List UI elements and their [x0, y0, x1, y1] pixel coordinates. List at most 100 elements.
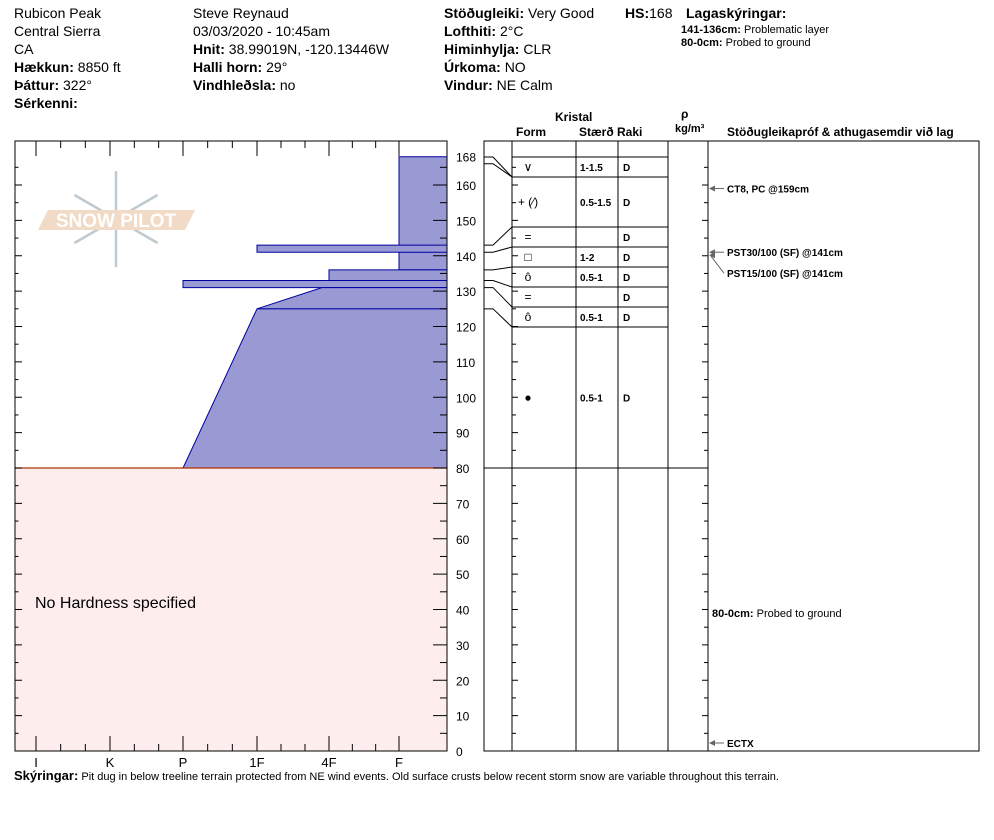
layer-table-frame	[483, 140, 980, 752]
layer-note: 141-136cm: Problematic layer	[681, 24, 829, 36]
probed-area	[15, 468, 447, 751]
hardness-layer	[256, 244, 448, 253]
grain-form-1: + (⁄)	[518, 195, 538, 209]
rho-header: ρ	[681, 107, 689, 121]
elevation: Hækkun: 8850 ft	[14, 59, 121, 75]
hs: HS:168	[625, 5, 673, 21]
sky: Himinhylja: CLR	[444, 41, 552, 57]
grain-size: 0.5-1	[580, 273, 603, 284]
depth-label: 80	[456, 462, 470, 476]
depth-label: 168	[456, 151, 476, 165]
arrowhead-icon	[709, 252, 715, 259]
hardness-layer	[328, 269, 448, 282]
moisture-header: Raki	[617, 125, 643, 139]
layer-connector	[484, 246, 513, 253]
depth-label: 70	[456, 497, 470, 511]
hardness-tick-label: P	[179, 755, 188, 770]
depth-label: 110	[456, 356, 475, 370]
layer-connector	[484, 287, 513, 308]
grain-form-6: ô	[525, 310, 532, 324]
test-arrow	[710, 255, 725, 274]
hardness-tick-label: I	[34, 755, 38, 770]
no-hardness-label: No Hardness specified	[35, 595, 196, 612]
comments: Skýringar: Pit dug in below treeline ter…	[14, 768, 779, 783]
stability-test: CT8, PC @159cm	[727, 185, 809, 196]
grain-size: 0.5-1	[580, 313, 603, 324]
hardness-layer	[182, 280, 448, 289]
logo-banner	[38, 210, 195, 230]
slope: Halli horn: 29°	[193, 59, 288, 75]
depth-label: 20	[456, 674, 470, 688]
depth-label: 10	[456, 710, 470, 724]
density-unit: kg/m³	[675, 123, 705, 135]
moisture: D	[623, 293, 630, 304]
hardness-tick-label: 1F	[249, 755, 264, 770]
grain-form-7: ●	[524, 391, 531, 405]
wind: Vindur: NE Calm	[444, 77, 553, 93]
features: Sérkenni:	[14, 95, 78, 111]
layer-connector	[484, 308, 513, 328]
hardness-layer	[256, 287, 448, 310]
location: Rubicon Peak	[14, 5, 102, 21]
depth-label: 150	[456, 214, 476, 228]
moisture: D	[623, 394, 630, 405]
depth-label: 0	[456, 745, 463, 759]
wind-loading: Vindhleðsla: no	[193, 77, 296, 93]
hardness-tick-label: F	[395, 755, 403, 770]
layer-notes-label: Lagaskýringar:	[686, 5, 787, 21]
depth-label: 90	[456, 427, 470, 441]
hardness-tick-label: K	[106, 755, 115, 770]
range: Central Sierra	[14, 23, 101, 39]
stability-test: ECTX	[727, 739, 754, 750]
moisture: D	[623, 233, 630, 244]
tests-header: Stöðugleikapróf & athugasemdir við lag	[727, 125, 954, 139]
observer: Steve Reynaud	[193, 5, 289, 21]
hardness-layer	[398, 156, 448, 271]
grain-form-0: ∨	[524, 160, 533, 174]
hardness-frame	[14, 140, 448, 752]
hardness-layer	[182, 308, 448, 469]
arrowhead-icon	[709, 185, 715, 192]
air-temp: Lofthiti: 2°C	[444, 23, 524, 39]
layer-connector	[484, 266, 513, 271]
probe-note: 80-0cm: Probed to ground	[712, 608, 842, 620]
crystal-header: Kristal	[555, 110, 593, 124]
grain-form-4: ô	[525, 270, 532, 284]
depth-label: 160	[456, 179, 476, 193]
size-header: Stærð	[579, 125, 614, 139]
stability-test: PST15/100 (SF) @141cm	[727, 269, 843, 280]
depth-label: 100	[456, 391, 476, 405]
moisture: D	[623, 198, 630, 209]
stability-test: PST30/100 (SF) @141cm	[727, 248, 843, 259]
stability: Stöðugleiki: Very Good	[444, 5, 595, 21]
layer-connector	[484, 156, 513, 178]
hardness-tick-label: 4F	[321, 755, 336, 770]
logo-text: SNOW PILOT	[56, 211, 177, 232]
form-header: Form	[516, 125, 546, 139]
layer-connector	[484, 280, 513, 288]
coords: Hnit: 38.99019N, -120.13446W	[193, 41, 390, 57]
depth-label: 60	[456, 533, 470, 547]
snowpilot-logo: SNOW PILOT	[38, 171, 195, 267]
layer-connector	[484, 226, 513, 246]
state: CA	[14, 41, 34, 57]
grain-form-2: =	[524, 230, 531, 244]
layer-note: 80-0cm: Probed to ground	[681, 37, 811, 49]
aspect: Þáttur: 322°	[14, 77, 92, 93]
depth-label: 50	[456, 568, 470, 582]
depth-label: 140	[456, 250, 476, 264]
grain-form-3: □	[524, 250, 531, 264]
moisture: D	[623, 273, 630, 284]
depth-label: 40	[456, 604, 470, 618]
depth-label: 30	[456, 639, 470, 653]
precip: Úrkoma: NO	[444, 59, 526, 75]
layer-connector	[484, 163, 513, 178]
arrowhead-icon	[709, 740, 715, 746]
grain-size: 0.5-1	[580, 394, 603, 405]
depth-label: 120	[456, 321, 476, 335]
depth-label: 130	[456, 285, 476, 299]
moisture: D	[623, 163, 630, 174]
grain-size: 0.5-1.5	[580, 198, 612, 209]
